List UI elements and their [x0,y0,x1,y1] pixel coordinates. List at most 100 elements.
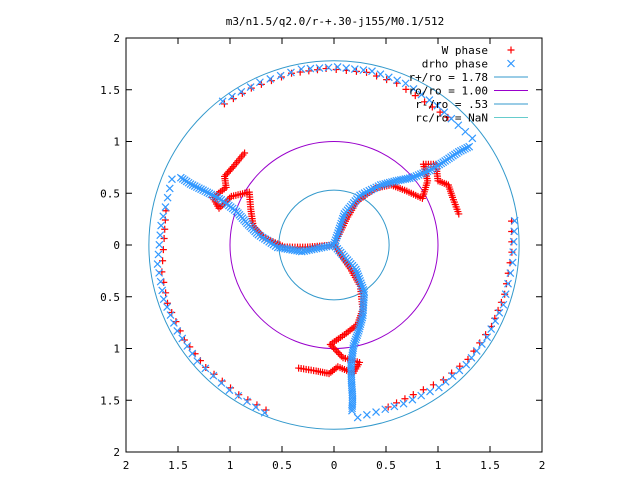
legend-label: r+/ro = 1.78 [409,71,488,84]
series-1-ring-1-point [165,184,174,193]
series-1-arm-2-point [352,333,361,342]
series-1-ring-1-point [217,379,226,387]
series-1-ring-0-point [266,75,275,83]
series-1-ring-0-point [417,90,426,99]
series-1-ring-0-point [297,65,306,74]
series-1-arm-2-point [358,283,367,292]
series-0-arm-2-point [326,340,334,348]
series-1-arm-1-point [211,192,220,201]
series-0-arm-2-point [328,342,336,350]
series-1-arm-2-point [355,322,364,331]
series-1-arm-1-point [276,243,285,252]
series-1-arm-1-point [205,189,214,198]
series-1-ring-2-point [491,317,500,325]
series-1-arm-0-point [410,172,419,181]
series-1-ring-0-point [368,67,376,76]
series-1-arm-2-point [351,337,359,346]
series-1-arm-2-point [355,324,364,333]
series-1-arm-1-point [195,184,203,193]
series-1-ring-0-point [350,65,359,73]
series-0-ring-1-point [161,225,169,233]
series-1-ring-1-point [243,397,251,406]
series-1-ring-2-point [501,290,510,299]
series-1-ring-2-point [467,353,476,362]
series-1-arm-0-point [414,171,423,179]
series-1-arm-2-point [351,265,360,274]
series-1-arm-1-point [188,181,197,189]
series-0-ring-0-point [436,108,444,116]
series-1-arm-1-point [192,183,201,192]
series-1-ring-2-point [417,391,426,400]
series-1-ring-2-point [483,333,492,342]
series-0-ring-1-point [164,299,172,307]
series-1-ring-1-point [225,386,234,395]
series-1-arm-0-point [465,142,474,151]
series-1-arm-0-point [338,214,347,223]
series-1-ring-2-point [509,248,518,257]
series-1-arm-2-point [355,274,364,283]
series-1-ring-1-point [183,342,192,350]
series-1-arm-2-point [353,329,362,337]
series-1-ring-2-point [434,383,443,392]
series-1-arm-2-point [348,406,356,415]
series-0-arm-2-point [334,349,342,357]
series-1-arm-2-point [356,276,364,285]
series-0-ring-0-point [332,65,340,73]
series-1-arm-0-point [372,183,381,192]
series-1-arm-2-point [353,331,362,340]
series-1-ring-2-point [441,377,450,386]
x-tick-label: 1 [227,459,234,472]
series-1-ring-0-point [433,101,442,110]
y-tick-label: 2 [113,446,120,459]
series-1-arm-0-point [334,226,343,235]
series-1-arm-1-point [176,173,185,182]
series-1-ring-0-point [425,96,434,105]
series-1-arm-0-point [365,186,374,195]
series-1-arm-0-point [334,229,342,237]
series-1-arm-0-point [421,168,430,177]
series-1-arm-1-point [215,194,224,203]
series-1-ring-0-point [306,64,315,73]
series-1-ring-1-point [159,295,168,304]
series-1-ring-0-point [454,121,463,130]
series-1-arm-0-point [376,181,385,189]
y-tick-label: 0.5 [100,187,120,200]
series-1-ring-1-point [163,303,172,312]
series-1-arm-0-point [331,236,340,245]
series-1-arm-2-point [348,404,357,413]
series-1-ring-0-point [333,63,342,71]
series-1-ring-1-point [159,212,168,221]
series-1-ring-2-point [408,395,417,404]
series-1-ring-1-point [161,203,170,211]
legend-label: W phase [442,44,488,57]
series-1-ring-0-point [401,79,410,88]
series-1-ring-0-point [468,134,477,143]
series-1-arm-0-point [338,217,346,226]
series-1-ring-0-point [359,66,368,75]
series-1-ring-1-point [201,364,210,373]
y-tick-label: 0.5 [100,291,120,304]
series-0-ring-2-point [456,362,464,370]
series-1-ring-0-point [255,78,264,87]
series-1-ring-1-point [178,334,187,343]
series-1-ring-2-point [509,237,518,246]
series-0-ring-2-point [401,395,409,403]
series-1-arm-0-point [456,146,465,155]
series-1-ring-2-point [426,387,434,396]
y-tick-label: 2 [113,32,120,45]
series-1-arm-0-point [332,233,341,242]
series-1-ring-2-point [390,402,399,411]
series-0-ring-1-point [227,384,235,392]
series-1-arm-0-point [369,184,378,193]
series-1-ring-2-point [362,410,371,419]
series-1-ring-1-point [155,240,164,249]
series-1-arm-2-point [356,320,365,329]
series-0-arm-2-point [337,352,345,360]
series-1-arm-0-point [454,147,463,156]
series-0-arm-1-point [228,164,236,172]
series-1-ring-1-point [173,326,182,335]
series-1-arm-1-point [203,188,212,197]
series-0-ring-2-point [409,391,417,399]
series-0-ring-1-point [262,406,270,414]
